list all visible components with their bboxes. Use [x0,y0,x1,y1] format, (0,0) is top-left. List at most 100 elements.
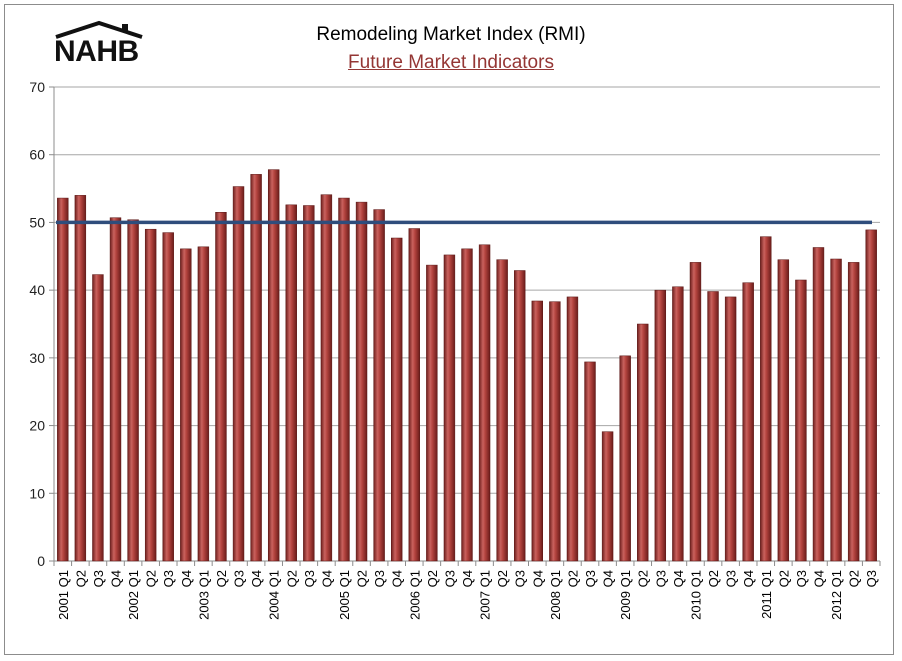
bar [373,209,385,562]
bar [320,194,333,562]
x-tick-label: Q3 [372,570,387,587]
bar [514,270,526,562]
bar [215,212,227,562]
x-tick-label: Q2 [73,570,88,587]
bar [232,186,245,562]
bar [637,323,649,562]
bar [812,247,825,562]
x-tick-label: Q4 [601,570,616,587]
x-tick-label: Q2 [565,570,580,587]
y-tick-label: 30 [29,350,45,366]
bar [689,262,702,562]
bar [478,244,491,562]
x-tick-label: 2002 Q1 [126,570,141,620]
x-tick-label: Q4 [249,570,264,587]
x-tick-label: Q3 [864,570,879,587]
y-tick-label: 0 [37,553,45,569]
x-tick-label: Q2 [284,570,299,587]
chart-subtitle: Future Market Indicators [348,52,554,73]
bar [760,236,772,562]
bar [707,291,719,562]
x-tick-label: Q4 [179,570,194,587]
bar [461,248,473,562]
bar [338,197,350,562]
bar [92,274,104,562]
x-tick-label: 2007 Q1 [478,570,493,620]
x-tick-label: Q4 [671,570,686,587]
x-tick-label: Q4 [460,570,475,587]
x-tick-label: Q3 [724,570,739,587]
x-tick-label: Q3 [161,570,176,587]
bar [742,282,754,562]
x-tick-label: Q3 [232,570,247,587]
bar [566,296,579,562]
x-tick-label: Q3 [583,570,598,587]
bar [144,228,157,562]
x-tick-label: Q4 [811,570,826,587]
y-tick-label: 70 [29,79,45,95]
y-tick-labels: 0 10 20 30 40 50 60 70 [29,79,45,569]
y-tick-label: 50 [29,214,45,230]
x-tick-label: Q2 [214,570,229,587]
x-tick-label: Q4 [741,570,756,587]
bar [724,296,737,562]
x-tick-label: Q2 [144,570,159,587]
chart-title: Remodeling Market Index (RMI) [316,24,586,45]
bar [250,174,262,562]
x-tick-label: Q4 [530,570,545,587]
bar [408,228,420,562]
x-tick-label: 2006 Q1 [407,570,422,620]
x-tick-label: Q2 [495,570,510,587]
bar [549,301,561,562]
bar [496,259,508,562]
nahb-logo: NAHB [52,20,146,70]
bar [74,195,87,562]
x-tick-label: 2010 Q1 [688,570,703,620]
x-tick-label: Q4 [109,570,124,587]
x-tick-label: Q2 [425,570,440,587]
bar [180,248,192,562]
bar [267,169,280,562]
x-tick-label: Q3 [442,570,457,587]
y-tick-label: 60 [29,147,45,163]
bar [303,205,315,562]
bar [109,217,122,562]
x-tick-label: 2003 Q1 [196,570,211,620]
bar [57,197,69,562]
bar [672,286,684,562]
x-tick-label: 2001 Q1 [56,570,71,620]
x-tick-label: 2008 Q1 [548,570,563,620]
bar [127,219,139,562]
x-tick-label: Q4 [319,570,334,587]
bar [443,254,456,562]
bar [584,361,596,562]
bar [355,201,368,562]
x-tick-label: Q2 [776,570,791,587]
x-tick-label: Q3 [513,570,528,587]
bar [654,289,667,562]
x-tick-labels: 2001 Q1 Q2 Q3 Q4 2002 Q1 Q2 Q3 Q4 2003 Q1 Q2 Q3 Q4 2… [56,570,879,620]
x-tick-label: 2004 Q1 [267,570,282,620]
bars [57,169,877,562]
x-tick-label: 2011 Q1 [759,570,774,619]
bar [847,262,860,562]
x-tick-label: Q4 [390,570,405,587]
x-tick-label: Q3 [653,570,668,587]
bar [865,229,877,562]
bar [795,279,807,562]
x-tick-label: 2012 Q1 [829,570,844,620]
bar [162,232,174,562]
bar [601,431,614,562]
x-tick-label: Q2 [636,570,651,587]
x-tick-label: 2005 Q1 [337,570,352,620]
x-tick-label: Q2 [355,570,370,587]
x-tick-label: Q3 [794,570,809,587]
bar [391,237,403,562]
bar [197,246,210,562]
bar [830,258,842,562]
bar [285,204,297,562]
y-tick-label: 10 [29,485,45,501]
y-tick-label: 40 [29,282,45,298]
logo-text: NAHB [54,35,139,68]
